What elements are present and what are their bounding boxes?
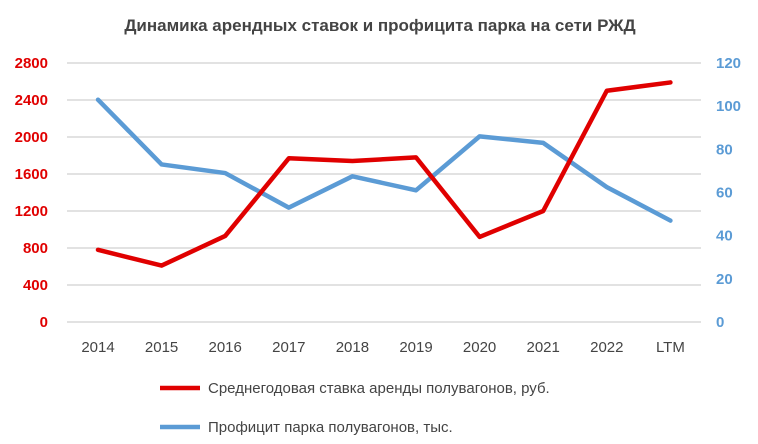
legend-label: Профицит парка полувагонов, тыс. bbox=[208, 419, 453, 436]
x-tick-label: 2021 bbox=[527, 339, 560, 356]
right-tick-label: 80 bbox=[716, 141, 733, 158]
x-tick-label: 2019 bbox=[399, 339, 432, 356]
left-tick-label: 1600 bbox=[15, 166, 48, 183]
right-tick-label: 120 bbox=[716, 55, 741, 72]
x-tick-label: 2022 bbox=[590, 339, 623, 356]
left-tick-label: 2000 bbox=[15, 129, 48, 146]
x-tick-label: 2018 bbox=[336, 339, 369, 356]
left-tick-label: 2400 bbox=[15, 92, 48, 109]
left-tick-label: 2800 bbox=[15, 55, 48, 72]
right-tick-label: 0 bbox=[716, 314, 724, 331]
left-tick-label: 0 bbox=[40, 314, 48, 331]
left-tick-label: 1200 bbox=[15, 203, 48, 220]
right-tick-label: 100 bbox=[716, 98, 741, 115]
x-tick-label: 2014 bbox=[81, 339, 114, 356]
chart-title: Динамика арендных ставок и профицита пар… bbox=[124, 16, 635, 35]
left-tick-label: 400 bbox=[23, 277, 48, 294]
x-tick-label: 2015 bbox=[145, 339, 178, 356]
left-tick-label: 800 bbox=[23, 240, 48, 257]
x-tick-label: 2016 bbox=[209, 339, 242, 356]
right-tick-label: 40 bbox=[716, 228, 733, 245]
x-tick-label: 2017 bbox=[272, 339, 305, 356]
series-line-0 bbox=[95, 80, 673, 268]
x-tick-label: LTM bbox=[656, 339, 685, 356]
legend-label: Среднегодовая ставка аренды полувагонов,… bbox=[208, 380, 550, 397]
x-tick-label: 2020 bbox=[463, 339, 496, 356]
series-line-1 bbox=[95, 97, 673, 223]
right-tick-label: 60 bbox=[716, 185, 733, 202]
right-tick-label: 20 bbox=[716, 271, 733, 288]
